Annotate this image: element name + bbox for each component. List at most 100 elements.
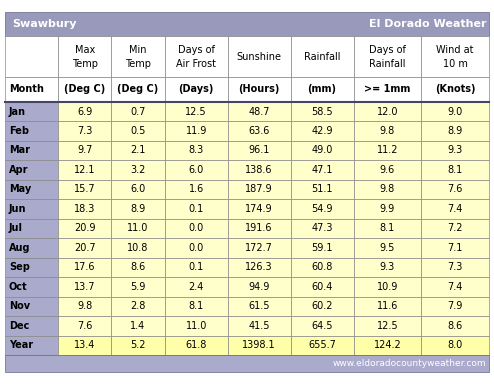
Text: 6.9: 6.9: [77, 106, 92, 116]
Text: 11.0: 11.0: [127, 223, 149, 233]
Text: Aug: Aug: [9, 243, 31, 253]
Text: Rainfall: Rainfall: [369, 58, 406, 69]
Text: 1.4: 1.4: [130, 321, 146, 331]
Text: Feb: Feb: [9, 126, 29, 136]
Text: 15.7: 15.7: [74, 184, 96, 194]
Text: 17.6: 17.6: [74, 263, 95, 273]
Text: 20.9: 20.9: [74, 223, 95, 233]
Text: 124.2: 124.2: [373, 341, 401, 351]
Text: 48.7: 48.7: [248, 106, 270, 116]
Text: Swawbury: Swawbury: [12, 19, 77, 29]
Text: Oct: Oct: [9, 282, 28, 292]
Text: 8.0: 8.0: [448, 341, 463, 351]
Text: 8.6: 8.6: [448, 321, 463, 331]
Text: 7.4: 7.4: [448, 282, 463, 292]
Text: Month: Month: [9, 84, 44, 94]
Text: Temp: Temp: [72, 58, 98, 69]
Text: 9.9: 9.9: [380, 204, 395, 214]
Text: El Dorado Weather: El Dorado Weather: [369, 19, 487, 29]
Text: 9.8: 9.8: [380, 126, 395, 136]
Text: 8.1: 8.1: [380, 223, 395, 233]
Text: 191.6: 191.6: [246, 223, 273, 233]
Text: 11.9: 11.9: [185, 126, 207, 136]
Text: Sep: Sep: [9, 263, 30, 273]
Text: Days of: Days of: [369, 45, 406, 55]
Text: 174.9: 174.9: [246, 204, 273, 214]
Text: Year: Year: [9, 341, 33, 351]
Text: 5.2: 5.2: [130, 341, 146, 351]
Text: Max: Max: [75, 45, 95, 55]
Text: Days of: Days of: [178, 45, 214, 55]
Text: Nov: Nov: [9, 301, 30, 311]
Text: 96.1: 96.1: [248, 146, 270, 156]
Text: 10.9: 10.9: [377, 282, 398, 292]
Text: 8.9: 8.9: [448, 126, 463, 136]
Text: 41.5: 41.5: [248, 321, 270, 331]
Text: 9.6: 9.6: [380, 165, 395, 175]
Text: 13.7: 13.7: [74, 282, 95, 292]
Text: Wind at: Wind at: [436, 45, 474, 55]
Text: 58.5: 58.5: [311, 106, 333, 116]
Text: www.eldoradocountyweather.com: www.eldoradocountyweather.com: [333, 359, 487, 368]
Text: 6.0: 6.0: [130, 184, 146, 194]
Text: 5.9: 5.9: [130, 282, 146, 292]
Text: Sunshine: Sunshine: [237, 51, 282, 62]
Text: 18.3: 18.3: [74, 204, 95, 214]
Text: 64.5: 64.5: [311, 321, 333, 331]
Text: 7.6: 7.6: [77, 321, 92, 331]
Text: 6.0: 6.0: [189, 165, 204, 175]
Text: 172.7: 172.7: [245, 243, 273, 253]
Text: 54.9: 54.9: [311, 204, 333, 214]
Text: 60.8: 60.8: [311, 263, 333, 273]
Text: (Deg C): (Deg C): [118, 84, 159, 94]
Text: 7.3: 7.3: [448, 263, 463, 273]
Text: Jan: Jan: [9, 106, 26, 116]
Text: 59.1: 59.1: [311, 243, 333, 253]
Text: Dec: Dec: [9, 321, 29, 331]
Text: 9.3: 9.3: [448, 146, 463, 156]
Text: 9.0: 9.0: [448, 106, 463, 116]
Text: 9.7: 9.7: [77, 146, 92, 156]
Text: 2.1: 2.1: [130, 146, 146, 156]
Text: (Deg C): (Deg C): [64, 84, 105, 94]
Text: 0.1: 0.1: [189, 263, 204, 273]
Text: 60.2: 60.2: [311, 301, 333, 311]
Text: 0.7: 0.7: [130, 106, 146, 116]
Text: 10 m: 10 m: [443, 58, 468, 69]
Text: 1398.1: 1398.1: [242, 341, 276, 351]
Text: 12.5: 12.5: [376, 321, 398, 331]
Text: 49.0: 49.0: [311, 146, 333, 156]
Text: (mm): (mm): [308, 84, 336, 94]
Text: 0.1: 0.1: [189, 204, 204, 214]
Text: 20.7: 20.7: [74, 243, 96, 253]
Text: Jun: Jun: [9, 204, 26, 214]
Text: 7.2: 7.2: [448, 223, 463, 233]
Text: 60.4: 60.4: [311, 282, 333, 292]
Text: 8.1: 8.1: [189, 301, 204, 311]
Text: 47.3: 47.3: [311, 223, 333, 233]
Text: 9.8: 9.8: [77, 301, 92, 311]
Text: 8.9: 8.9: [130, 204, 146, 214]
Text: 8.6: 8.6: [130, 263, 146, 273]
Text: 12.1: 12.1: [74, 165, 95, 175]
Text: 0.5: 0.5: [130, 126, 146, 136]
Text: 94.9: 94.9: [248, 282, 270, 292]
Text: (Knots): (Knots): [435, 84, 475, 94]
Text: 3.2: 3.2: [130, 165, 146, 175]
Text: May: May: [9, 184, 31, 194]
Text: 126.3: 126.3: [246, 263, 273, 273]
Text: 2.4: 2.4: [189, 282, 204, 292]
Text: 655.7: 655.7: [308, 341, 336, 351]
Text: 187.9: 187.9: [246, 184, 273, 194]
Text: Apr: Apr: [9, 165, 28, 175]
Text: 11.6: 11.6: [377, 301, 398, 311]
Text: 7.4: 7.4: [448, 204, 463, 214]
Text: 11.0: 11.0: [185, 321, 207, 331]
Text: Min: Min: [129, 45, 147, 55]
Text: 7.6: 7.6: [448, 184, 463, 194]
Text: 9.8: 9.8: [380, 184, 395, 194]
Text: (Days): (Days): [178, 84, 214, 94]
Text: 63.6: 63.6: [248, 126, 270, 136]
Text: 1.6: 1.6: [189, 184, 204, 194]
Text: 61.8: 61.8: [185, 341, 207, 351]
